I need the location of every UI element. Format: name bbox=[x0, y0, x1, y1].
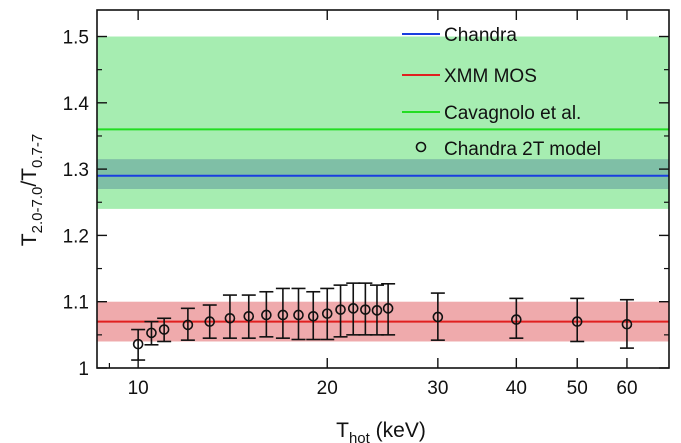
legend-label-chandra-2t: Chandra 2T model bbox=[444, 139, 601, 160]
data-point bbox=[182, 319, 194, 331]
data-point bbox=[158, 324, 170, 335]
legend-label-cavagnolo: Cavagnolo et al. bbox=[444, 103, 581, 124]
y-tick-label: 1 bbox=[78, 359, 89, 380]
data-point bbox=[132, 338, 144, 350]
legend-label-chandra: Chandra bbox=[444, 25, 517, 46]
x-tick-label: 30 bbox=[427, 378, 448, 399]
plot-frame bbox=[96, 9, 670, 369]
data-point bbox=[360, 304, 371, 315]
y-axis-title: T2.0-7.0/T0.7-7 bbox=[18, 134, 46, 246]
data-points-layer bbox=[131, 282, 634, 361]
x-tick-label: 10 bbox=[128, 378, 149, 399]
x-axis-title-main: T bbox=[336, 419, 349, 442]
x-tick-label: 60 bbox=[616, 378, 637, 399]
y-tick-label: 1.1 bbox=[63, 293, 89, 314]
data-point bbox=[432, 311, 444, 323]
data-point bbox=[243, 310, 255, 322]
y-tick-label: 1.2 bbox=[63, 226, 89, 247]
data-point bbox=[307, 310, 319, 322]
legend-marker-chandra-2t bbox=[415, 141, 427, 153]
data-point bbox=[511, 314, 522, 325]
data-point bbox=[261, 309, 272, 321]
ticks-layer bbox=[97, 10, 669, 369]
data-point bbox=[277, 309, 289, 321]
data-point bbox=[621, 318, 633, 330]
data-point bbox=[224, 312, 236, 324]
shaded-band bbox=[97, 159, 669, 189]
x-tick-label: 40 bbox=[506, 378, 527, 399]
data-point bbox=[335, 304, 346, 315]
bands-layer bbox=[97, 36, 669, 342]
reference-lines-layer bbox=[97, 128, 669, 323]
data-point bbox=[382, 303, 394, 314]
x-tick-label: 20 bbox=[317, 378, 338, 399]
y-axis-title-mid: /T bbox=[18, 168, 41, 187]
y-axis-title-sub2: 0.7-7 bbox=[29, 134, 46, 168]
data-point bbox=[571, 316, 583, 327]
x-axis-title-suffix: (keV) bbox=[370, 419, 426, 442]
y-tick-label: 1.3 bbox=[63, 160, 89, 181]
legend-label-xmm-mos: XMM MOS bbox=[444, 66, 537, 87]
y-tick-label: 1.4 bbox=[63, 94, 90, 115]
y-axis-title-sub1: 2.0-7.0 bbox=[29, 187, 46, 234]
x-tick-label: 50 bbox=[567, 378, 588, 399]
x-axis-title: Thot (keV) bbox=[336, 419, 426, 443]
x-axis-title-sub: hot bbox=[349, 430, 371, 443]
legend: Chandra XMM MOS Cavagnolo et al. Chandra… bbox=[402, 25, 601, 160]
data-point bbox=[146, 327, 157, 339]
data-point bbox=[321, 308, 333, 319]
data-point bbox=[347, 303, 359, 314]
y-axis-title-main1: T bbox=[18, 233, 41, 246]
data-point bbox=[204, 316, 216, 327]
tick-labels-layer: 10 20 30 40 50 60 1 1.1 1.2 1.3 1.4 1.5 bbox=[63, 28, 638, 399]
data-point bbox=[371, 305, 383, 316]
data-point bbox=[293, 309, 304, 321]
y-tick-label: 1.5 bbox=[63, 28, 89, 49]
